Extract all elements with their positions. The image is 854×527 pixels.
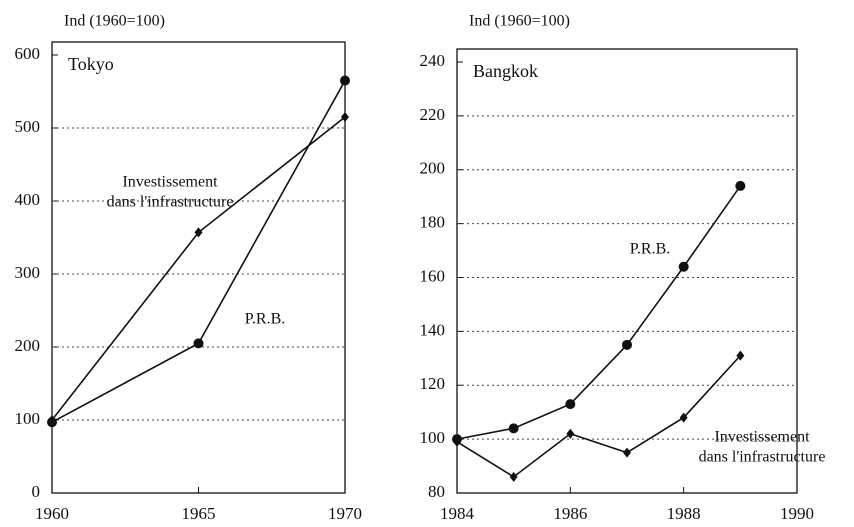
point: [509, 471, 518, 482]
point: [623, 447, 631, 458]
point: [47, 417, 57, 428]
y-axis-label: Ind (1960=100): [469, 13, 570, 30]
annotation: Investissement: [714, 429, 810, 446]
y-tick-label: 100: [15, 409, 41, 428]
y-tick-label: 600: [15, 44, 41, 63]
point: [194, 227, 203, 238]
annotation: dans l'infrastructure: [107, 194, 234, 211]
y-tick-label: 180: [420, 213, 446, 232]
plot-frame: [456, 48, 798, 494]
y-tick-label: 0: [32, 482, 41, 501]
y-axis-label: Ind (1960=100): [64, 13, 165, 30]
y-tick-label: 80: [428, 482, 445, 501]
y-tick-label: 100: [420, 428, 446, 447]
x-tick-label: 1965: [182, 504, 216, 523]
plot-frame: [51, 41, 346, 494]
point: [340, 75, 350, 86]
y-tick-label: 200: [15, 336, 41, 355]
point: [678, 261, 689, 272]
x-tick-label: 1960: [35, 504, 69, 523]
series-line: [456, 355, 741, 478]
point: [735, 180, 746, 191]
series-line: [456, 185, 741, 440]
y-tick-label: 240: [420, 51, 446, 70]
point: [193, 338, 204, 349]
y-tick-label: 400: [15, 190, 41, 209]
y-tick-label: 300: [15, 263, 41, 282]
point: [341, 112, 349, 123]
y-tick-label: 500: [15, 117, 41, 136]
y-tick-label: 120: [420, 374, 446, 393]
point: [566, 428, 575, 439]
annotation: Investissement: [122, 174, 218, 191]
series-line: [51, 80, 346, 423]
x-tick-label: 1990: [780, 504, 814, 523]
y-tick-label: 160: [420, 266, 446, 285]
chart-title: Tokyo: [68, 54, 114, 74]
series-line: [51, 116, 346, 421]
point: [622, 339, 632, 350]
annotation: P.R.B.: [630, 241, 670, 258]
point: [508, 423, 519, 434]
y-tick-label: 200: [420, 159, 446, 178]
annotation: dans l'infrastructure: [699, 449, 826, 466]
x-tick-label: 1970: [328, 504, 362, 523]
point: [453, 436, 461, 447]
x-tick-label: 1988: [667, 504, 701, 523]
point: [679, 412, 688, 423]
x-tick-label: 1986: [553, 504, 587, 523]
chart-title: Bangkok: [473, 61, 538, 81]
point: [736, 350, 745, 361]
x-tick-label: 1984: [440, 504, 475, 523]
annotation: P.R.B.: [245, 311, 285, 328]
point: [565, 399, 576, 410]
y-tick-label: 140: [420, 320, 446, 339]
y-tick-label: 220: [420, 105, 446, 124]
